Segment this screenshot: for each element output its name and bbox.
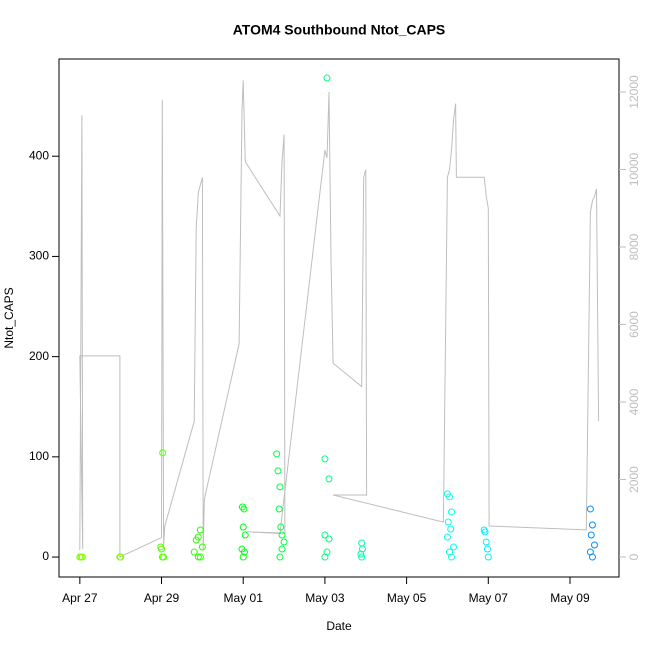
x-tick-label: Apr 27 xyxy=(62,591,98,605)
point xyxy=(445,493,453,501)
line xyxy=(79,80,600,558)
x-tick-label: Apr 29 xyxy=(144,591,180,605)
x-tick-label: May 01 xyxy=(224,591,264,605)
point xyxy=(481,528,489,536)
point xyxy=(321,455,329,463)
y-tick-label: 0 xyxy=(42,549,49,563)
point xyxy=(321,531,329,539)
point xyxy=(78,553,86,561)
point xyxy=(278,545,286,553)
point xyxy=(240,548,248,556)
point xyxy=(483,545,491,553)
point xyxy=(196,526,204,534)
x-axis-label: Date xyxy=(326,619,352,633)
point xyxy=(321,553,329,561)
point xyxy=(239,553,247,561)
point xyxy=(159,449,167,457)
point xyxy=(280,538,288,546)
point xyxy=(588,553,596,561)
point xyxy=(448,553,456,561)
point xyxy=(358,553,366,561)
y2-tick-label: 4000 xyxy=(627,388,641,415)
point xyxy=(588,521,596,529)
point xyxy=(447,525,455,533)
point xyxy=(444,518,452,526)
y-tick-label: 200 xyxy=(29,349,49,363)
point xyxy=(277,523,285,531)
y2-tick-label: 0 xyxy=(627,553,641,560)
point xyxy=(239,523,247,531)
point xyxy=(238,503,246,511)
y-tick-label: 100 xyxy=(29,449,49,463)
y-tick-label: 300 xyxy=(29,249,49,263)
plot-box xyxy=(58,58,620,578)
y2-tick-label: 12000 xyxy=(627,75,641,109)
point xyxy=(586,505,594,513)
chart-title: ATOM4 Southbound Ntot_CAPS xyxy=(233,22,446,38)
point xyxy=(590,541,598,549)
point xyxy=(240,505,248,513)
x-tick-label: May 07 xyxy=(469,591,509,605)
point xyxy=(276,483,284,491)
x-tick-label: May 05 xyxy=(387,591,427,605)
point xyxy=(190,548,198,556)
point xyxy=(587,531,595,539)
point xyxy=(484,553,492,561)
y2-tick-label: 8000 xyxy=(627,233,641,260)
point xyxy=(325,475,333,483)
y2-tick-label: 6000 xyxy=(627,311,641,338)
point xyxy=(450,543,458,551)
point xyxy=(196,553,204,561)
point xyxy=(160,553,168,561)
point xyxy=(273,450,281,458)
point xyxy=(274,467,282,475)
point xyxy=(194,533,202,541)
point xyxy=(482,538,490,546)
x-tick-label: May 03 xyxy=(305,591,345,605)
point xyxy=(117,553,125,561)
point xyxy=(158,545,166,553)
y-axis-label: Ntot_CAPS xyxy=(2,287,16,348)
y-tick-label: 400 xyxy=(29,148,49,162)
point xyxy=(275,505,283,513)
point xyxy=(357,550,365,558)
point xyxy=(325,535,333,543)
point xyxy=(241,531,249,539)
y2-tick-label: 10000 xyxy=(627,153,641,187)
point xyxy=(194,553,202,561)
point xyxy=(278,531,286,539)
point xyxy=(323,74,331,82)
y2-tick-label: 2000 xyxy=(627,466,641,493)
point xyxy=(358,545,366,553)
point xyxy=(448,508,456,516)
x-tick-label: May 09 xyxy=(550,591,590,605)
point xyxy=(198,543,206,551)
point xyxy=(443,533,451,541)
point xyxy=(276,553,284,561)
